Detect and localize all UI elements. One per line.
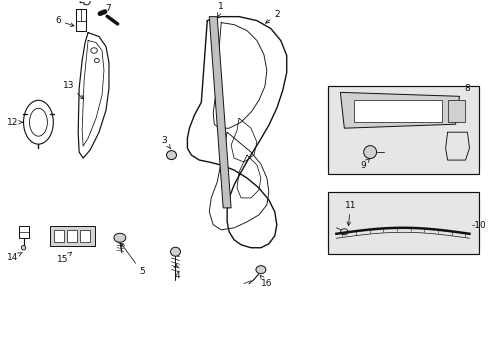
Text: 15: 15 bbox=[57, 252, 72, 264]
Text: 14: 14 bbox=[7, 252, 22, 262]
Ellipse shape bbox=[114, 233, 125, 242]
Text: 3: 3 bbox=[162, 136, 170, 149]
Bar bbox=[447, 100, 465, 122]
Text: 6: 6 bbox=[55, 16, 74, 26]
Ellipse shape bbox=[166, 150, 176, 159]
Text: 5: 5 bbox=[121, 244, 144, 276]
Text: 12: 12 bbox=[7, 118, 22, 127]
Text: 4: 4 bbox=[174, 264, 180, 280]
Bar bbox=[50, 226, 95, 246]
Text: 2: 2 bbox=[265, 10, 279, 23]
Bar bbox=[67, 230, 77, 242]
Polygon shape bbox=[209, 17, 231, 208]
Ellipse shape bbox=[170, 247, 180, 256]
Bar bbox=[80, 230, 90, 242]
Bar bbox=[54, 230, 64, 242]
Polygon shape bbox=[340, 92, 459, 128]
Bar bbox=[328, 86, 478, 174]
Circle shape bbox=[363, 146, 376, 159]
Text: 13: 13 bbox=[62, 81, 83, 99]
Text: 8: 8 bbox=[464, 84, 469, 93]
Text: 7: 7 bbox=[105, 4, 111, 13]
Text: 9: 9 bbox=[360, 158, 369, 170]
Bar bbox=[353, 100, 441, 122]
Text: 11: 11 bbox=[344, 201, 355, 226]
Text: 16: 16 bbox=[260, 275, 272, 288]
Ellipse shape bbox=[255, 266, 265, 274]
Circle shape bbox=[21, 246, 26, 250]
Text: 1: 1 bbox=[217, 2, 224, 17]
Bar bbox=[328, 192, 478, 254]
Text: -10: -10 bbox=[471, 221, 486, 230]
